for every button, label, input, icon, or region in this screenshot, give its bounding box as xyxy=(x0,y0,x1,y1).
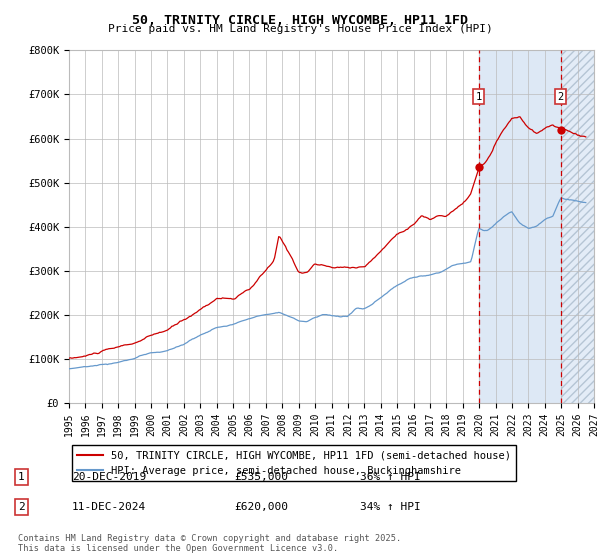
Bar xyxy=(560,50,594,403)
Text: Price paid vs. HM Land Registry's House Price Index (HPI): Price paid vs. HM Land Registry's House … xyxy=(107,24,493,34)
Text: £535,000: £535,000 xyxy=(234,472,288,482)
Text: 34% ↑ HPI: 34% ↑ HPI xyxy=(360,502,421,512)
Text: 2: 2 xyxy=(557,92,564,102)
Legend: 50, TRINITY CIRCLE, HIGH WYCOMBE, HP11 1FD (semi-detached house), HPI: Average p: 50, TRINITY CIRCLE, HIGH WYCOMBE, HP11 1… xyxy=(71,445,517,481)
Text: Contains HM Land Registry data © Crown copyright and database right 2025.
This d: Contains HM Land Registry data © Crown c… xyxy=(18,534,401,553)
Text: 1: 1 xyxy=(18,472,25,482)
Text: 20-DEC-2019: 20-DEC-2019 xyxy=(72,472,146,482)
Text: £620,000: £620,000 xyxy=(234,502,288,512)
Text: 1: 1 xyxy=(476,92,482,102)
Bar xyxy=(479,50,560,403)
Text: 50, TRINITY CIRCLE, HIGH WYCOMBE, HP11 1FD: 50, TRINITY CIRCLE, HIGH WYCOMBE, HP11 1… xyxy=(132,14,468,27)
Text: 2: 2 xyxy=(18,502,25,512)
Text: 11-DEC-2024: 11-DEC-2024 xyxy=(72,502,146,512)
Text: 36% ↑ HPI: 36% ↑ HPI xyxy=(360,472,421,482)
